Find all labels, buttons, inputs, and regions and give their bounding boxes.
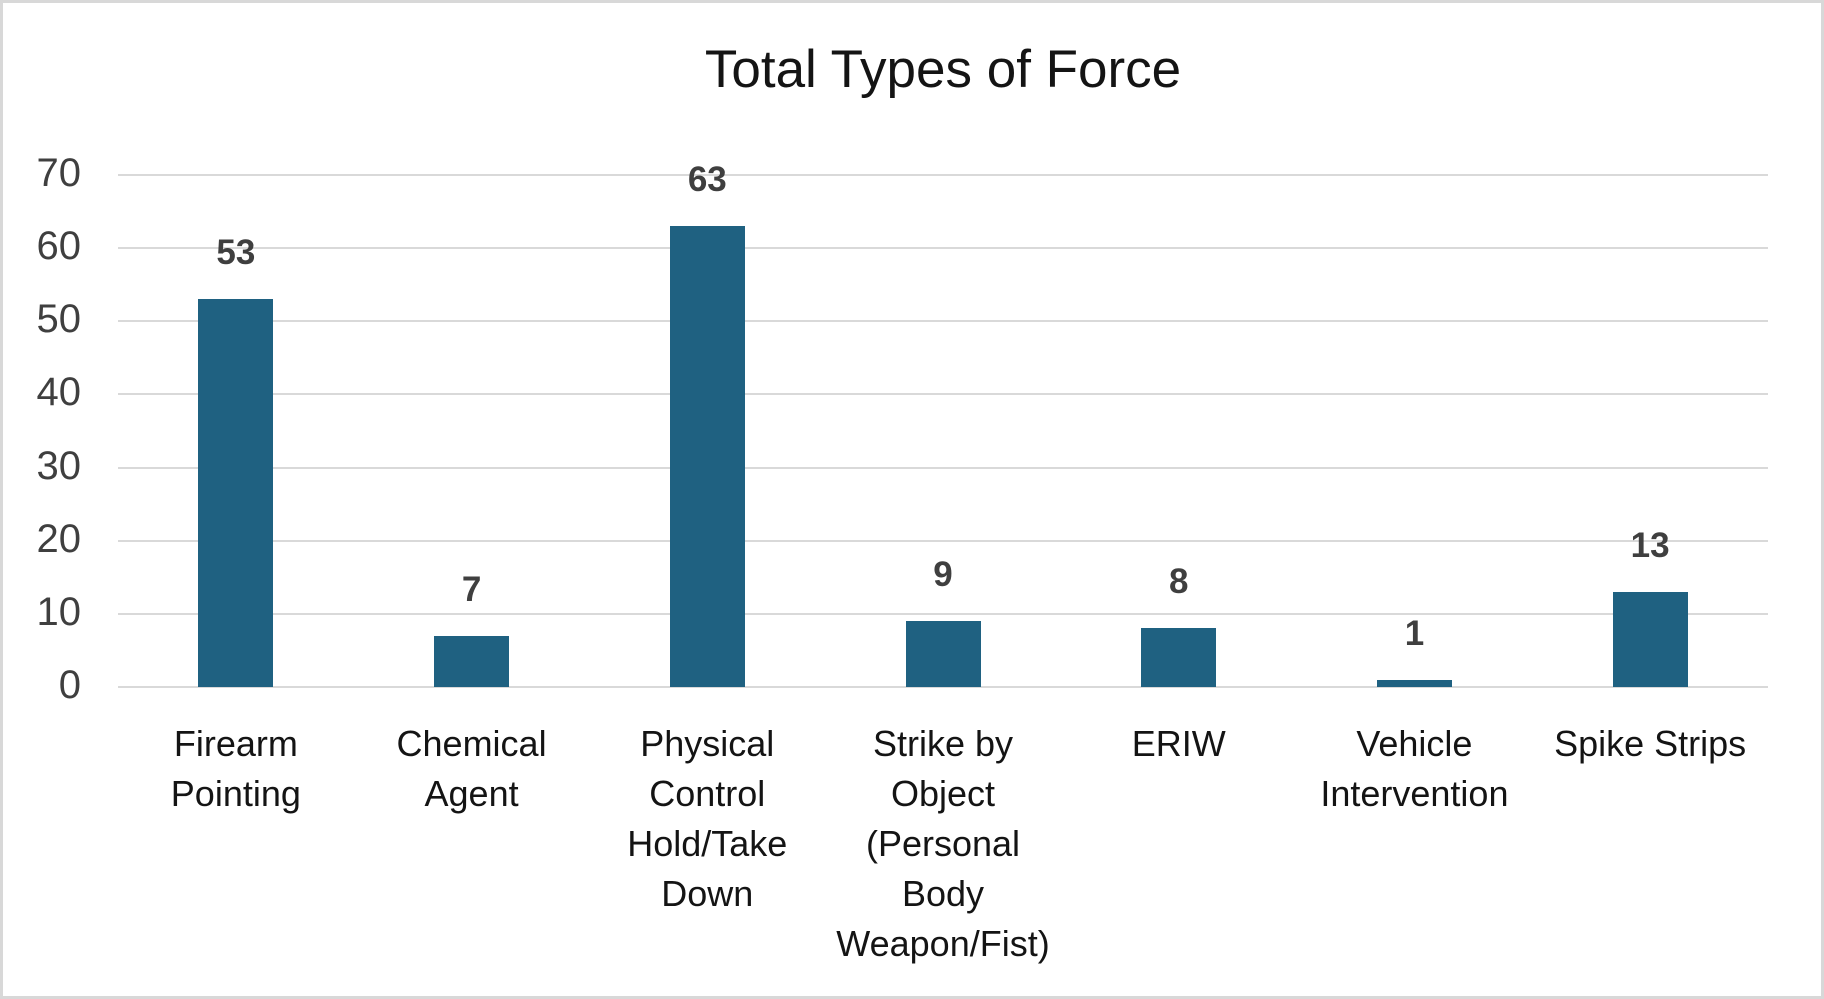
y-axis-tick-label: 70 [36,151,82,195]
bar-6 [1376,680,1452,687]
x-axis-category-label: ERIW [1131,723,1226,764]
x-axis-category-label: Spike Strips [1554,723,1747,764]
gridline-y-20 [118,539,1768,542]
bar-3 [669,226,745,687]
bar-data-label: 53 [216,233,256,272]
gridline-y-70 [118,174,1768,176]
bar-5 [1141,628,1217,687]
y-axis-tick-label: 0 [58,663,81,707]
gridline-y-50 [118,320,1768,323]
bar-data-label: 7 [461,570,482,609]
bar-data-label: 8 [1168,562,1189,601]
bar-data-label: 63 [687,160,727,199]
gridline-y-10 [118,612,1768,615]
x-axis-category-label: Strike by Object (Personal Body Weapon/F… [836,723,1050,964]
x-axis-category-label: Physical Control Hold/Take Down [627,723,788,914]
bar-data-label: 1 [1404,614,1425,653]
y-axis-tick-label: 50 [36,297,82,342]
gridline-y-30 [118,466,1768,469]
gridline-y-40 [118,393,1768,396]
bar-7 [1612,592,1688,687]
y-axis-tick-label: 60 [36,224,82,269]
y-axis-tick-label: 30 [36,443,82,488]
bar-4 [905,621,981,687]
gridline-y-0 [118,686,1768,688]
bar-2 [434,636,510,687]
x-axis-category-label: Firearm Pointing [170,723,301,814]
y-axis-tick-label: 40 [36,370,82,415]
x-axis-category-label: Chemical Agent [396,723,547,814]
bar-1 [198,299,274,687]
y-axis-tick-label: 10 [36,589,82,634]
y-axis-tick-label: 20 [36,516,82,561]
bar-data-label: 9 [933,555,953,594]
x-axis-category-label: Vehicle Intervention [1320,723,1509,814]
bar-data-label: 13 [1630,526,1670,565]
gridline-y-60 [118,247,1768,250]
plot-area: 0 10 20 30 40 50 60 70 53 Firearm Pointing 7 Chemic… [3,3,1821,996]
chart-title: Total Types of Force [704,40,1182,99]
